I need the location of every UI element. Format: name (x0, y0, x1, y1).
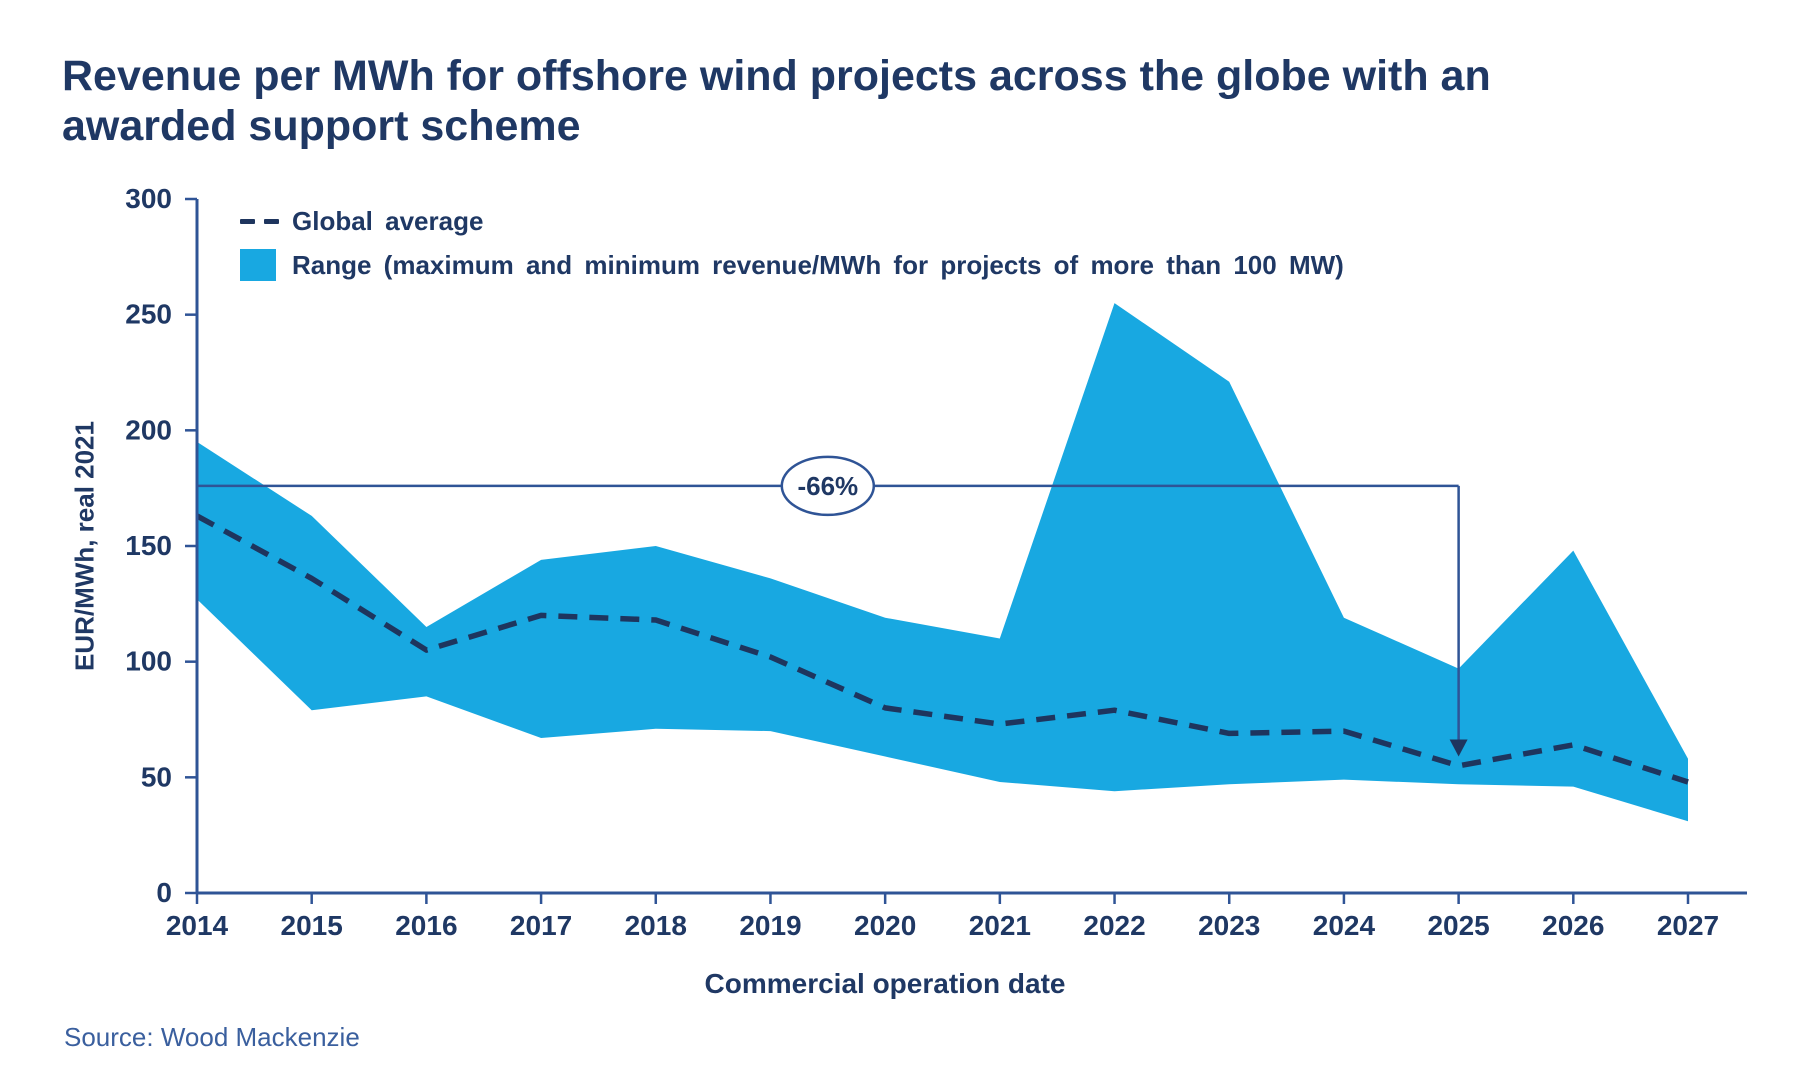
x-tick-label: 2018 (625, 910, 687, 941)
y-tick-label: 100 (125, 646, 172, 677)
legend-global-average-label: Global average (292, 205, 484, 236)
x-tick-label: 2023 (1198, 910, 1260, 941)
x-tick-label: 2024 (1313, 910, 1376, 941)
x-tick-label: 2027 (1657, 910, 1719, 941)
legend-range-label: Range (maximum and minimum revenue/MWh f… (292, 249, 1344, 280)
annotation-bubble (780, 455, 876, 517)
dashed-line-icon (240, 218, 292, 224)
y-tick-label: 50 (141, 761, 172, 792)
x-tick-label: 2025 (1427, 910, 1489, 941)
y-tick-label: 250 (125, 299, 172, 330)
legend-item-global-average: Global average (240, 204, 1344, 238)
x-tick-label: 2017 (510, 910, 572, 941)
y-tick-label: 150 (125, 530, 172, 561)
global-average-line (195, 513, 1689, 785)
x-tick-label: 2015 (281, 910, 343, 941)
y-tick-label: 200 (125, 414, 172, 445)
x-tick-label: 2016 (395, 910, 457, 941)
x-axis-title: Commercial operation date (704, 968, 1066, 999)
annotation-arrowhead-icon (1449, 739, 1468, 757)
x-tick-label: 2026 (1542, 910, 1604, 941)
source-note: Source: Wood Mackenzie (64, 1022, 360, 1052)
range-swatch-icon (240, 249, 276, 281)
range-band-area (197, 303, 1688, 822)
annotation-label: -66% (797, 471, 858, 501)
legend: Global average Range (maximum and minimu… (240, 204, 1344, 292)
x-tick-label: 2021 (969, 910, 1031, 941)
x-tick-label: 2014 (166, 910, 229, 941)
x-tick-label: 2019 (739, 910, 801, 941)
x-tick-label: 2022 (1083, 910, 1145, 941)
x-tick-label: 2020 (854, 910, 916, 941)
page-title: Revenue per MWh for offshore wind projec… (62, 52, 1491, 150)
y-tick-label: 300 (125, 183, 172, 214)
y-tick-label: 0 (156, 877, 172, 908)
legend-item-range: Range (maximum and minimum revenue/MWh f… (240, 248, 1344, 282)
